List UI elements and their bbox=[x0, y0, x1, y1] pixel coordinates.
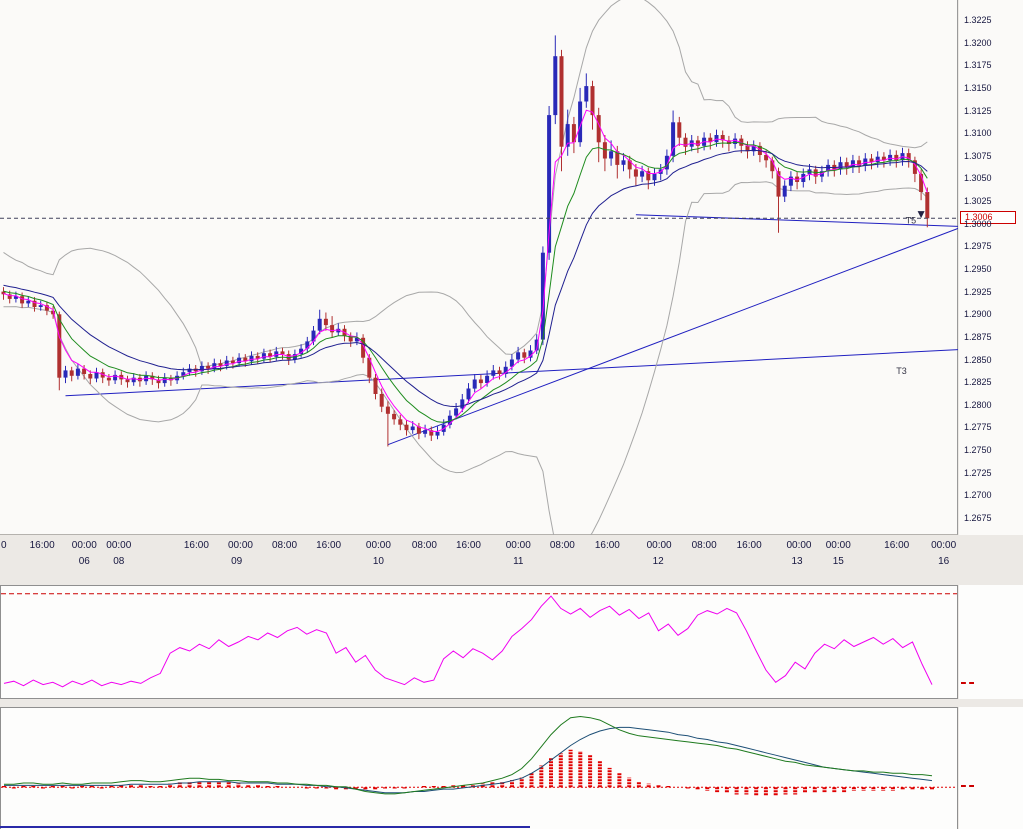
oscillator-scale[interactable] bbox=[959, 585, 1023, 699]
time-label: 16:00 bbox=[736, 540, 762, 551]
price-tick-label: 1.2975 bbox=[964, 241, 992, 252]
macd-chart[interactable] bbox=[1, 708, 957, 829]
time-label: 16:00 bbox=[884, 540, 910, 551]
price-chart-panel[interactable]: T3 T5 bbox=[0, 0, 958, 535]
time-label: 16:00 bbox=[594, 540, 620, 551]
price-scale[interactable]: 1.3006 1.3225 1.3200 1.3175 1.3150 1.3125 1.3… bbox=[959, 0, 1023, 535]
oscillator-line bbox=[3, 595, 933, 688]
price-tick-label: 1.2925 bbox=[964, 286, 992, 297]
date-label: 12 bbox=[652, 556, 664, 567]
time-label: 0 bbox=[0, 540, 7, 551]
price-tick-label: 1.2725 bbox=[964, 467, 992, 478]
time-label: 08:00 bbox=[549, 540, 575, 551]
date-label: 09 bbox=[231, 556, 243, 567]
time-label: 16:00 bbox=[29, 540, 55, 551]
date-label: 08 bbox=[113, 556, 125, 567]
trendline[interactable] bbox=[65, 349, 959, 397]
current-price-box: 1.3006 bbox=[960, 211, 1016, 225]
bottom-edge-line bbox=[0, 826, 530, 828]
price-tick-label: 1.3200 bbox=[964, 37, 992, 48]
trendline-label: T5 bbox=[906, 216, 917, 226]
price-arrow-marker bbox=[917, 211, 925, 219]
price-tick-label: 1.2875 bbox=[964, 331, 992, 342]
time-label: 08:00 bbox=[411, 540, 437, 551]
price-tick-label: 1.2700 bbox=[964, 490, 992, 501]
date-label: 11 bbox=[513, 556, 524, 567]
oscillator-chart[interactable] bbox=[1, 586, 957, 698]
time-label: 00:00 bbox=[71, 540, 97, 551]
date-label: 15 bbox=[832, 556, 844, 567]
price-tick-label: 1.2900 bbox=[964, 309, 992, 320]
price-tick-label: 1.2800 bbox=[964, 399, 992, 410]
price-tick-label: 1.2825 bbox=[964, 377, 992, 388]
indicator-value-marker bbox=[961, 785, 974, 790]
price-tick-label: 1.2775 bbox=[964, 422, 992, 433]
price-tick-label: 1.3100 bbox=[964, 128, 992, 139]
indicator-value-marker bbox=[961, 682, 974, 687]
price-tick-label: 1.3075 bbox=[964, 150, 992, 161]
price-tick-label: 1.3125 bbox=[964, 105, 992, 116]
date-label: 10 bbox=[372, 556, 384, 567]
time-label: 00:00 bbox=[365, 540, 391, 551]
trendline[interactable] bbox=[387, 227, 958, 446]
signal-line bbox=[4, 726, 933, 794]
macd-scale[interactable] bbox=[959, 707, 1023, 829]
macd-panel[interactable] bbox=[0, 707, 958, 829]
price-tick-label: 1.3025 bbox=[964, 196, 992, 207]
date-label: 06 bbox=[78, 556, 90, 567]
price-tick-label: 1.3000 bbox=[964, 218, 992, 229]
time-label: 16:00 bbox=[316, 540, 342, 551]
price-tick-label: 1.3150 bbox=[964, 82, 992, 93]
candlestick-chart[interactable]: T3 T5 bbox=[0, 0, 958, 535]
time-label: 08:00 bbox=[691, 540, 717, 551]
trendline[interactable] bbox=[635, 214, 958, 227]
time-label: 00:00 bbox=[646, 540, 672, 551]
price-tick-label: 1.2950 bbox=[964, 264, 992, 274]
time-axis[interactable]: 0 16:00 00:00 00:00 16:00 00:00 08:00 16:00 00:0… bbox=[0, 536, 958, 586]
trendline-label: T3 bbox=[896, 366, 907, 376]
time-label: 08:00 bbox=[272, 540, 298, 551]
time-label: 16:00 bbox=[183, 540, 209, 551]
time-label: 00:00 bbox=[825, 540, 851, 551]
time-label: 16:00 bbox=[455, 540, 481, 551]
price-tick-label: 1.3050 bbox=[964, 173, 992, 184]
oscillator-panel[interactable] bbox=[0, 585, 958, 699]
time-label: 00:00 bbox=[786, 540, 812, 551]
time-label: 00:00 bbox=[505, 540, 531, 551]
price-tick-label: 1.3175 bbox=[964, 60, 992, 71]
date-label: 16 bbox=[938, 556, 950, 567]
time-label: 00:00 bbox=[931, 540, 957, 551]
price-tick-label: 1.2750 bbox=[964, 445, 992, 456]
macd-line bbox=[4, 715, 933, 795]
price-tick-label: 1.2675 bbox=[964, 513, 992, 523]
time-label: 00:00 bbox=[227, 540, 253, 551]
time-label: 00:00 bbox=[106, 540, 132, 551]
date-label: 13 bbox=[791, 556, 803, 567]
price-tick-label: 1.3225 bbox=[964, 15, 992, 25]
price-tick-label: 1.2850 bbox=[964, 354, 992, 365]
